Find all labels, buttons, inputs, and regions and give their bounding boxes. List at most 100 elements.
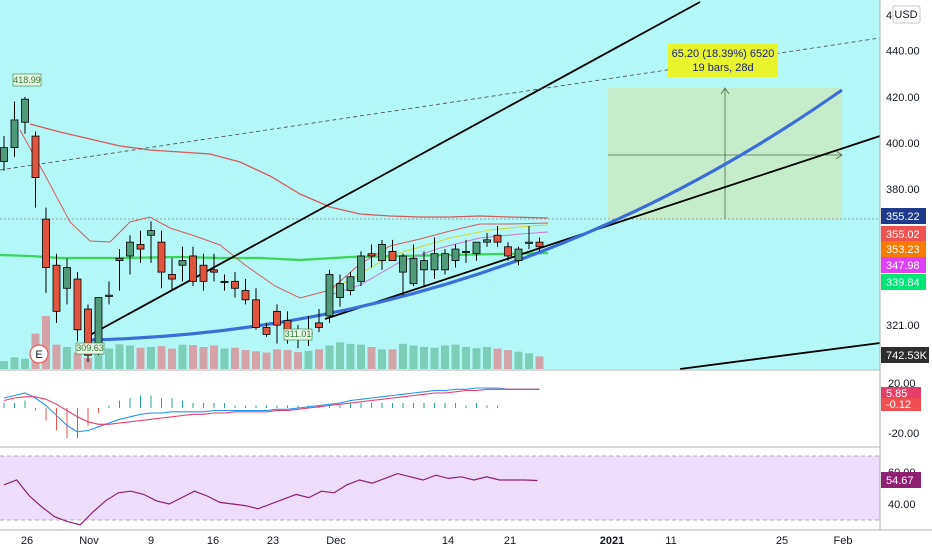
high-label-box: [12, 73, 42, 87]
volume-bar: [94, 351, 103, 369]
ma-long-line: [0, 251, 549, 262]
ma-mid-line: [29, 123, 549, 219]
volume-bar: [0, 361, 8, 369]
measure-note-bg: [668, 44, 778, 77]
candle: [262, 327, 271, 335]
volume-bar: [378, 349, 386, 369]
macd-signal-line: [3, 388, 540, 425]
volume-bar: [199, 347, 208, 369]
candle: [94, 297, 103, 347]
price-axis-labels: 309.00321.00340.00360.00380.00400.00420.…: [881, 10, 929, 511]
volume-bar: [126, 345, 134, 369]
time-tick-label: 23: [267, 535, 279, 547]
price-tag: [881, 274, 926, 290]
volume-bar: [157, 346, 166, 369]
volume-bar: [472, 348, 481, 369]
macd-value-tag: [881, 398, 921, 411]
candle: [136, 244, 145, 250]
price-tick-label: 440.00: [886, 46, 920, 58]
candle: [84, 308, 92, 356]
trendline-dashed: [0, 37, 881, 171]
measure-note-line2: 19 bars, 28d: [692, 62, 753, 74]
time-tick-label: Feb: [834, 535, 853, 547]
candle: [147, 230, 155, 236]
volume-bars: [0, 315, 544, 369]
svg-text:E: E: [35, 349, 42, 361]
volume-bar: [367, 347, 376, 369]
volume-bar: [52, 344, 61, 369]
candle: [63, 267, 71, 289]
candle: [514, 248, 523, 262]
macd-lines: [3, 387, 540, 438]
candle: [525, 241, 533, 244]
candle: [399, 255, 407, 273]
volume-bar: [525, 353, 533, 369]
volume-bar: [294, 352, 302, 369]
volume-bar: [535, 356, 544, 369]
candle: [378, 244, 386, 262]
volume-bar: [136, 347, 145, 369]
volume-bar: [357, 344, 365, 369]
measure-note-line1: 65.20 (18.39%) 6520: [672, 48, 775, 60]
earnings-marker[interactable]: E: [29, 344, 49, 364]
low2-label: 311.01: [285, 329, 312, 339]
low2-label-box: [283, 328, 313, 341]
price-tag: [881, 226, 926, 242]
macd-pane[interactable]: [0, 371, 880, 445]
low1-label-box: [75, 342, 105, 355]
time-axis-labels: 26 Nov 9 16 23 Dec 14 21 2021 11 25 Feb: [21, 535, 853, 547]
candle: [336, 283, 344, 298]
candle: [420, 260, 428, 271]
volume-bar: [220, 348, 229, 369]
volume-bar: [262, 352, 271, 369]
candle: [441, 253, 449, 271]
time-tick-label: 2021: [600, 535, 624, 547]
candle: [31, 135, 40, 178]
volume-bar: [451, 344, 460, 369]
currency-button[interactable]: USD: [892, 5, 921, 24]
volume-bar: [168, 348, 176, 369]
volume-bar: [283, 350, 292, 369]
rsi-value-tag: [881, 472, 921, 488]
candle: [493, 234, 502, 243]
candle: [220, 280, 229, 283]
volume-bar: [441, 345, 449, 369]
candle: [472, 241, 481, 255]
rsi-band: [0, 456, 880, 520]
volume-bar: [420, 347, 428, 369]
candle: [535, 241, 544, 248]
ma-fast-line-2: [329, 231, 549, 296]
ma-fast-line: [329, 224, 549, 291]
candle: [73, 278, 82, 331]
volume-bar: [514, 351, 523, 369]
volume-bar: [430, 347, 439, 369]
candle: [241, 290, 250, 301]
candle: [0, 147, 8, 162]
volume-bar: [325, 345, 334, 369]
price-tag: [881, 208, 926, 224]
price-tag: [881, 241, 926, 257]
price-tag-label: 353.23: [886, 244, 920, 256]
parabolic-curve: [89, 88, 843, 342]
time-tick-label: 11: [665, 535, 676, 547]
candle: [252, 299, 260, 328]
time-tick-label: 14: [442, 535, 454, 547]
time-axis[interactable]: [0, 530, 932, 550]
price-tick-label: 380.00: [886, 184, 920, 196]
price-tick-label: 420.00: [886, 92, 920, 104]
ma-short-line: [19, 129, 549, 299]
candle: [430, 253, 439, 271]
volume-bar: [304, 350, 313, 369]
macd-line: [3, 387, 540, 433]
volume-bar: [21, 358, 29, 369]
price-tag: [881, 257, 926, 273]
candle: [273, 310, 281, 326]
rsi-line: [3, 472, 538, 526]
rsi-value-label: 54.67: [886, 475, 914, 487]
volume-bar: [462, 347, 470, 369]
candle: [346, 276, 355, 291]
time-tick-label: 26: [21, 535, 33, 547]
volume-bar: [252, 351, 260, 369]
candle: [10, 119, 19, 149]
